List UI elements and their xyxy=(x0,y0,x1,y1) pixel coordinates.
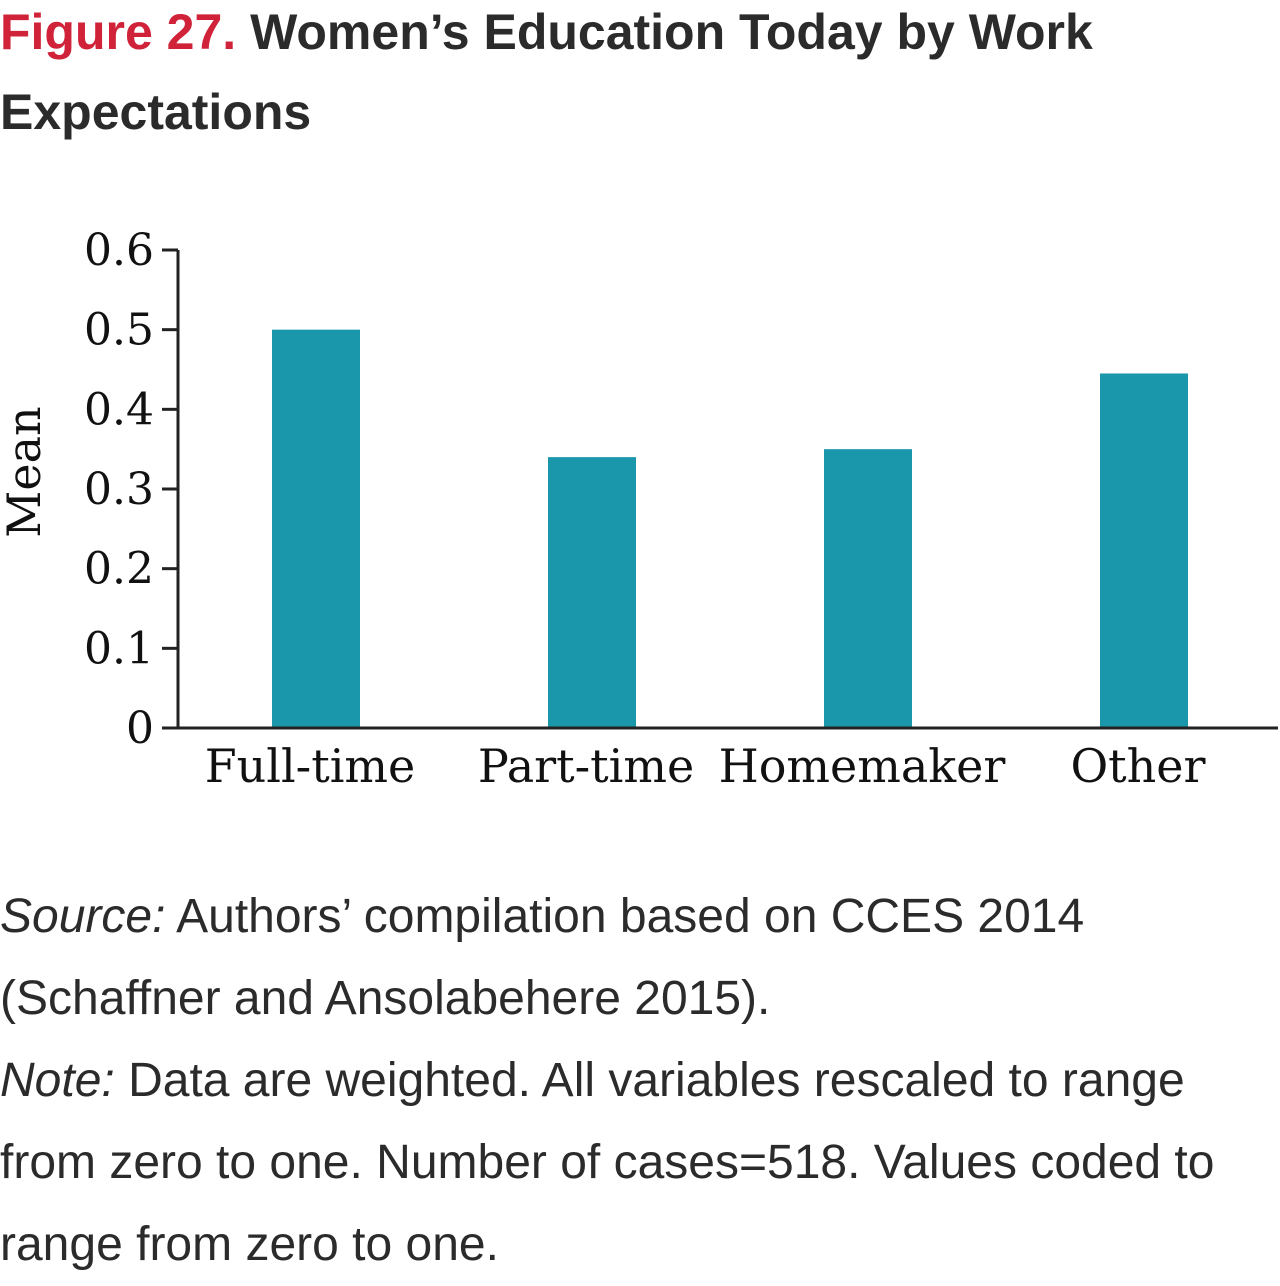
x-tick-label: Full-time xyxy=(205,739,416,793)
y-tick-label: 0.2 xyxy=(84,544,154,595)
bar-homemaker xyxy=(824,449,912,728)
y-tick-label: 0.4 xyxy=(84,384,154,435)
bar-chart: Mean 0 0.1 0.2 0.3 0.4 0.5 0.6 Full-time Part-t… xyxy=(0,225,1278,793)
y-axis-ticks: 0 0.1 0.2 0.3 0.4 0.5 0.6 xyxy=(84,225,178,754)
y-tick-label: 0 xyxy=(126,703,154,754)
bars xyxy=(272,329,1188,728)
source-note: Source: Authors’ compilation based on CC… xyxy=(0,876,1278,1040)
figure-number: Figure 27. xyxy=(0,4,237,60)
figure-title: Figure 27. Women’s Education Today by Wo… xyxy=(0,0,1275,152)
x-tick-label: Other xyxy=(1070,739,1205,793)
x-tick-label: Part-time xyxy=(478,739,694,793)
y-tick-label: 0.1 xyxy=(84,623,154,674)
x-axis-ticks: Full-time Part-time Homemaker Other xyxy=(205,739,1206,793)
x-tick-label: Homemaker xyxy=(719,739,1006,793)
figure-notes: Source: Authors’ compilation based on CC… xyxy=(0,876,1278,1286)
data-note: Note: Data are weighted. All variables r… xyxy=(0,1040,1278,1286)
y-tick-label: 0.6 xyxy=(84,225,154,276)
note-text: Data are weighted. All variables rescale… xyxy=(0,1054,1215,1271)
bar-part-time xyxy=(548,457,636,728)
bar-other xyxy=(1100,373,1188,728)
note-label: Note: xyxy=(0,1054,115,1107)
source-text: Authors’ compilation based on CCES 2014 … xyxy=(0,890,1085,1025)
y-tick-label: 0.3 xyxy=(84,464,154,515)
y-tick-label: 0.5 xyxy=(84,305,154,356)
y-axis-label: Mean xyxy=(0,406,51,537)
source-label: Source: xyxy=(0,890,166,943)
bar-full-time xyxy=(272,329,360,728)
figure-title-text: Women’s Education Today by Work Expectat… xyxy=(0,4,1093,140)
